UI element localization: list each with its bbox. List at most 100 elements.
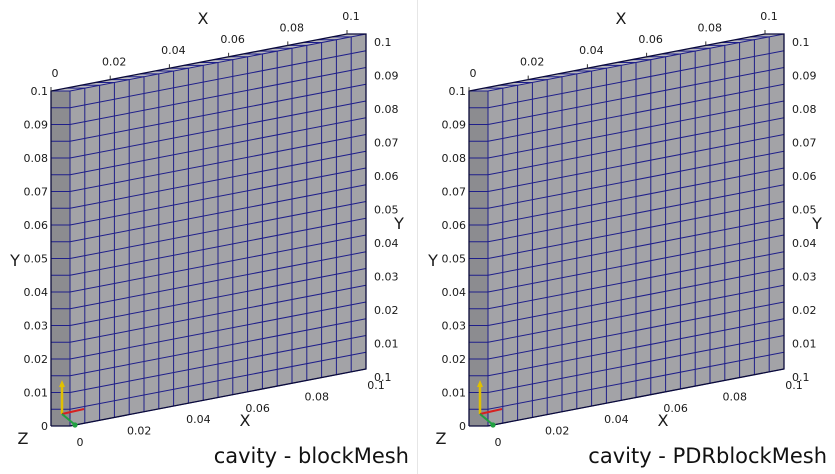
left-y-tick-label: 0.09 [442,119,467,132]
orientation-triad [477,380,503,428]
mesh-grid-line [69,251,367,310]
mesh-grid-line [487,117,785,176]
mesh-grid-line [487,301,785,360]
view-caption: cavity - blockMesh [213,444,409,468]
top-x-tick-label: 0.06 [638,33,663,46]
viewport-right[interactable]: 0 0.02 0.04 0.06 0.08 0.1 X 0 0.01 0.02 0.03 0.04 0.… [418,0,835,474]
triad-z-axis-icon [61,413,75,425]
right-y-tick-label: 0.1 [374,371,392,384]
left-y-tick-label: 0.06 [24,219,49,232]
bottom-x-tick-label: 0.04 [186,413,211,426]
top-x-tick-label: 0.04 [161,44,186,57]
bottom-x-tick-label: 0 [77,436,84,449]
bottom-x-axis-title: X [240,411,251,430]
view-caption: cavity - PDRblockMesh [588,444,827,468]
left-y-tick-label: 0 [41,420,48,433]
mesh-grid-line [69,167,367,226]
left-y-axis-title: Y [427,251,438,270]
left-y-tick-label: 0.03 [24,320,49,333]
mesh-grid-line [69,234,367,293]
mesh-grid-line [487,318,785,377]
top-x-axis-title: X [198,9,209,28]
mesh-grid-line [487,217,785,276]
right-y-tick-label: 0.02 [374,304,399,317]
viewport-left[interactable]: 0 0.02 0.04 0.06 0.08 0.1 X 0 0.01 0.02 0.03 0.04 0.… [0,0,417,474]
top-x-tick-label: 0.08 [280,21,305,34]
mesh-grid-line [487,268,785,326]
left-y-tick-label: 0.02 [24,353,49,366]
mesh-grid-line [487,150,785,209]
left-y-tick-label: 0.1 [31,85,49,98]
right-y-tick-label: 0.08 [374,103,399,116]
mesh-grid-line [69,268,367,326]
right-y-tick-label: 0.01 [374,338,399,351]
left-y-tick-label: 0.07 [24,186,49,199]
right-y-tick-label: 0.07 [374,137,399,150]
mesh-grid-line [487,134,785,192]
bottom-x-tick-label: 0.04 [604,413,629,426]
mesh-grid-line [487,284,785,343]
mesh-grid-line [69,134,367,192]
mesh-grid-line [487,335,785,393]
left-y-tick-label: 0.01 [442,387,467,400]
mesh-grid-line [487,167,785,226]
left-y-tick-label: 0.08 [24,152,49,165]
left-y-tick-label: 0.09 [24,119,49,132]
viewport-separator[interactable] [417,0,418,474]
right-y-tick-label: 0.06 [374,170,399,183]
mesh-grid-line [487,251,785,310]
right-y-axis-title: Y [811,214,822,233]
left-y-tick-label: 0.06 [442,219,467,232]
right-y-tick-label: 0.04 [374,237,399,250]
mesh-grid-line [69,318,367,377]
top-x-tick-label: 0 [52,67,59,80]
mesh-grid-line [69,201,367,259]
right-y-tick-label: 0.09 [792,70,817,83]
left-y-tick-label: 0.05 [24,253,49,266]
mesh-grid-line [69,301,367,360]
right-y-tick-label: 0.05 [792,204,817,217]
axes-grid: 0 0.02 0.04 0.06 0.08 0.1 X 0 0.01 0.02 0.03 0.04 0.… [9,9,404,449]
bottom-x-tick-label: 0.02 [545,425,570,438]
top-x-tick-label: 0.02 [102,56,127,69]
mesh-render-left[interactable]: 0 0.02 0.04 0.06 0.08 0.1 X 0 0.01 0.02 0.03 0.04 0.… [0,0,417,474]
mesh-grid-line [487,351,785,410]
triad-z-tip-icon [490,422,496,428]
bottom-x-tick-label: 0.06 [245,402,270,415]
left-y-tick-label: 0.1 [449,85,467,98]
mesh-render-right[interactable]: 0 0.02 0.04 0.06 0.08 0.1 X 0 0.01 0.02 0.03 0.04 0.… [418,0,835,474]
right-y-tick-label: 0.06 [792,170,817,183]
bottom-x-tick-label: 0 [495,436,502,449]
right-y-tick-label: 0.08 [792,103,817,116]
triad-y-arrow-icon [477,380,483,387]
bottom-x-tick-label: 0.1 [367,379,385,392]
mesh-grid-line [487,67,785,125]
bottom-x-tick-label: 0.1 [785,379,803,392]
mesh-grid-line [69,335,367,393]
mesh-grid-line [69,83,367,142]
orientation-triad [59,380,85,428]
top-x-tick-label: 0.06 [220,33,245,46]
mesh-grid-line [69,50,367,109]
top-x-axis-title: X [616,9,627,28]
right-y-tick-label: 0.03 [792,271,817,284]
left-y-tick-label: 0.08 [442,152,467,165]
bottom-x-tick-label: 0.08 [723,390,748,403]
mesh-grid-line [487,234,785,293]
mesh-grid-line [487,100,785,159]
left-y-tick-label: 0.01 [24,387,49,400]
bottom-x-tick-label: 0.02 [127,425,152,438]
right-y-tick-label: 0.05 [374,204,399,217]
top-x-tick-label: 0.1 [342,10,360,23]
top-x-tick-label: 0.02 [520,56,545,69]
mesh-block [468,33,785,427]
left-y-tick-label: 0.03 [442,320,467,333]
right-y-tick-label: 0.1 [792,371,810,384]
triad-z-tip-icon [72,422,78,428]
left-y-tick-label: 0 [459,420,466,433]
triad-x-axis-icon [479,408,503,415]
mesh-grid-line [69,67,367,125]
right-y-tick-label: 0.03 [374,271,399,284]
right-y-tick-label: 0.01 [792,338,817,351]
mesh-grid-line [487,184,785,243]
